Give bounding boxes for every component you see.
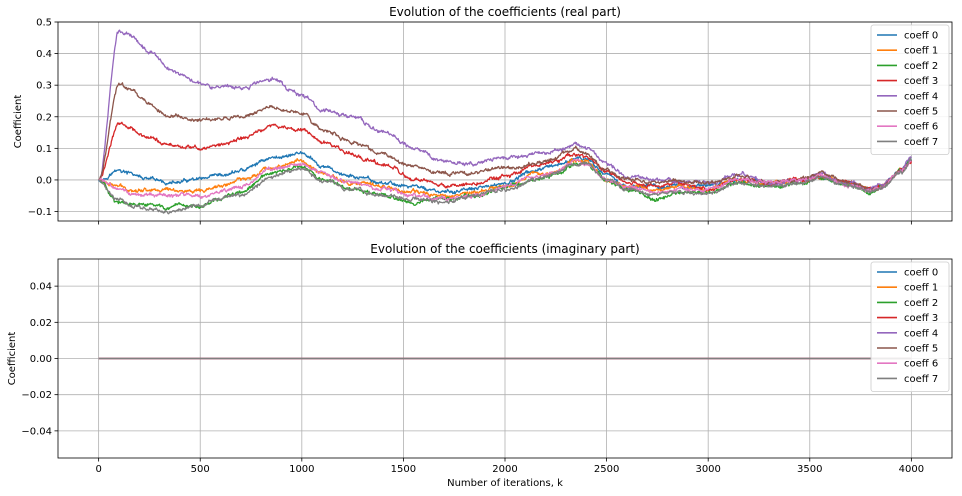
legend-label: coeff 3 [904, 313, 938, 324]
y-tick-label: 0.0 [36, 175, 52, 186]
y-axis-label: Coefficient [13, 95, 24, 149]
y-tick-label: −0.1 [28, 207, 52, 218]
y-tick-label: 0.5 [36, 18, 52, 29]
chart-title: Evolution of the coefficients (real part… [389, 5, 621, 19]
x-tick-label: 1000 [289, 464, 314, 475]
y-tick-label: 0.02 [30, 318, 52, 329]
series-line-7 [98, 157, 912, 215]
legend-label: coeff 0 [904, 268, 938, 279]
y-tick-label: −0.02 [21, 390, 52, 401]
x-tick-label: 4000 [899, 464, 924, 475]
legend: coeff 0 coeff 1 coeff 2 coeff 3 coeff 4 coeff… [870, 261, 950, 393]
legend-label: coeff 4 [904, 91, 938, 102]
legend-label: coeff 5 [904, 107, 938, 118]
x-tick-label: 2000 [492, 464, 517, 475]
legend-label: coeff 2 [904, 298, 938, 309]
legend-label: coeff 7 [904, 374, 938, 385]
x-tick-label: 2500 [594, 464, 619, 475]
legend-label: coeff 7 [904, 137, 938, 148]
series-lines [98, 29, 912, 215]
legend-box [870, 24, 950, 156]
y-axis-label: Coefficient [7, 332, 18, 386]
legend-label: coeff 0 [904, 31, 938, 42]
x-tick-label: 500 [191, 464, 210, 475]
legend-label: coeff 2 [904, 61, 938, 72]
x-tick-label: 0 [95, 464, 101, 475]
x-tick-label: 3500 [797, 464, 822, 475]
imaginary-part-chart: 0 500 1000 1500 2000 2500 3000 3500 4000 −0.04 −0.… [7, 242, 953, 489]
legend-label: coeff 5 [904, 344, 938, 355]
legend: coeff 0 coeff 1 coeff 2 coeff 3 coeff 4 coeff… [870, 24, 950, 156]
legend-label: coeff 1 [904, 46, 938, 57]
legend-box [870, 261, 950, 393]
legend-label: coeff 4 [904, 328, 938, 339]
y-tick-label: 0.00 [30, 354, 52, 365]
y-tick-label: 0.3 [36, 81, 52, 92]
x-tick-label: 3000 [695, 464, 720, 475]
legend-label: coeff 1 [904, 283, 938, 294]
x-tick-label: 1500 [391, 464, 416, 475]
legend-label: coeff 6 [904, 359, 938, 370]
y-tick-label: 0.2 [36, 112, 52, 123]
chart-title: Evolution of the coefficients (imaginary… [370, 242, 639, 256]
x-axis-label: Number of iterations, k [447, 478, 563, 489]
y-tick-label: −0.04 [21, 426, 52, 437]
y-tick-label: 0.4 [36, 49, 52, 60]
legend-label: coeff 6 [904, 122, 938, 133]
real-part-chart: −0.1 0.0 0.1 0.2 0.3 0.4 0.5 Evolution of the c… [13, 5, 953, 225]
y-tick-label: 0.1 [36, 144, 52, 155]
legend-label: coeff 3 [904, 76, 938, 87]
series-line-6 [98, 158, 912, 202]
y-tick-label: 0.04 [30, 282, 52, 293]
